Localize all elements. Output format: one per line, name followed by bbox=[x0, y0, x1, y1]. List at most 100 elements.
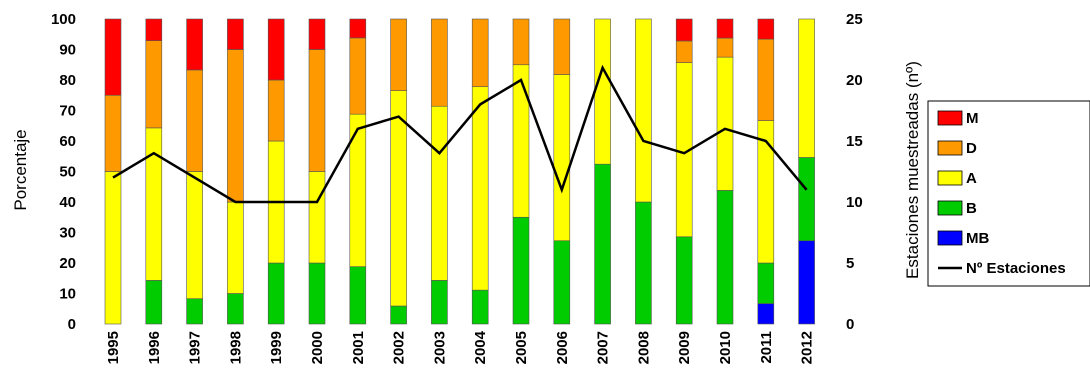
y-axis-title: Porcentaje bbox=[11, 129, 30, 210]
bar-segment-a-2012 bbox=[798, 18, 815, 158]
x-tick-label: 1999 bbox=[268, 331, 285, 364]
x-tick-label: 2002 bbox=[391, 331, 408, 364]
y-tick-label: 100 bbox=[51, 11, 76, 28]
legend-frame bbox=[927, 100, 1090, 287]
bar-segment-a-1995 bbox=[104, 171, 122, 325]
bar-segment-d-1999 bbox=[267, 79, 285, 142]
bar-segment-d-2010 bbox=[716, 37, 734, 58]
bar-segment-b-2012 bbox=[798, 157, 815, 242]
x-tick-label: 2007 bbox=[595, 331, 612, 364]
bar-segment-b-2009 bbox=[675, 236, 693, 325]
line-nº-estaciones bbox=[112, 64, 808, 204]
bar-segment-a-2004 bbox=[471, 86, 489, 291]
bar-segment-b-2006 bbox=[553, 240, 571, 325]
bar-segment-d-1996 bbox=[145, 40, 163, 129]
x-tick-label: 1995 bbox=[105, 331, 122, 364]
x-tick-label: 2010 bbox=[717, 331, 734, 364]
legend-label: MB bbox=[966, 230, 989, 247]
bar-segment-b-2004 bbox=[471, 289, 489, 325]
y-tick-label: 80 bbox=[59, 72, 76, 89]
bar-segment-m-2009 bbox=[675, 18, 693, 42]
x-axis-ticks: 1995 1996 1997 1998 1999 2000 2001 2002 2003 2004… bbox=[105, 330, 816, 364]
bar-segment-d-2002 bbox=[390, 18, 407, 91]
x-tick-label: 2011 bbox=[758, 331, 775, 364]
bar-segment-b-2000 bbox=[308, 262, 326, 325]
legend-label: D bbox=[966, 140, 977, 157]
bar-segment-d-1995 bbox=[104, 94, 122, 172]
bar-segment-m-1999 bbox=[267, 18, 285, 81]
x-tick-label: 2005 bbox=[513, 331, 530, 364]
bar-segment-b-1997 bbox=[186, 298, 203, 325]
y-tick-label: 70 bbox=[59, 103, 76, 120]
bar-segment-d-2009 bbox=[675, 40, 693, 63]
bar-segment-d-2003 bbox=[431, 18, 448, 107]
bar-segment-m-1995 bbox=[104, 18, 122, 96]
bar-segment-a-2005 bbox=[512, 64, 530, 218]
bar-segment-a-2008 bbox=[635, 18, 652, 203]
bar-segment-d-2004 bbox=[471, 18, 489, 88]
bar-segment-m-2001 bbox=[349, 18, 367, 39]
bar-segment-m-1996 bbox=[145, 18, 163, 41]
legend-label: M bbox=[966, 110, 979, 127]
bar-segment-a-2003 bbox=[431, 105, 448, 281]
bar-segment-b-2011 bbox=[757, 262, 775, 304]
y-tick-label: 90 bbox=[59, 42, 76, 59]
bar-segment-a-2007 bbox=[594, 18, 611, 165]
y2-tick-label: 5 bbox=[846, 255, 854, 272]
y-tick-label: 40 bbox=[59, 194, 76, 211]
x-tick-label: 1998 bbox=[227, 331, 244, 364]
bar-segment-b-2003 bbox=[431, 280, 448, 325]
bar-segment-m-1997 bbox=[186, 18, 203, 71]
left-axis-ticks: 0 10 20 30 40 50 60 70 80 90 100 bbox=[51, 11, 76, 333]
legend-swatch-mb bbox=[937, 230, 963, 246]
y2-tick-label: 15 bbox=[846, 133, 863, 150]
bar-segment-d-1997 bbox=[186, 69, 203, 172]
bar-segment-a-2000 bbox=[308, 171, 326, 264]
x-tick-label: 1997 bbox=[187, 331, 204, 364]
bar-segment-a-1997 bbox=[186, 171, 203, 299]
bar-segment-a-2006 bbox=[553, 74, 571, 242]
x-tick-label: 2003 bbox=[431, 331, 448, 364]
right-axis-ticks: 0 5 10 15 20 25 bbox=[846, 11, 863, 333]
y-tick-label: 50 bbox=[59, 164, 76, 181]
bar-segment-m-1998 bbox=[227, 18, 244, 50]
y-tick-label: 30 bbox=[59, 225, 76, 242]
bar-segment-mb-2011 bbox=[757, 303, 775, 325]
legend-swatch-d bbox=[937, 140, 963, 156]
bar-segment-b-1996 bbox=[145, 280, 163, 325]
x-tick-label: 1996 bbox=[146, 331, 163, 364]
x-tick-label: 2004 bbox=[472, 330, 489, 364]
bar-segment-m-2011 bbox=[757, 18, 775, 40]
bar-segment-a-2010 bbox=[716, 56, 734, 191]
stacked-bars bbox=[104, 18, 815, 325]
y2-tick-label: 20 bbox=[846, 72, 863, 89]
bar-segment-a-1998 bbox=[227, 201, 244, 294]
bar-segment-b-1998 bbox=[227, 293, 244, 325]
y-tick-label: 60 bbox=[59, 133, 76, 150]
legend-label: A bbox=[966, 170, 977, 187]
stations-line bbox=[112, 64, 808, 204]
x-tick-label: 2000 bbox=[309, 331, 326, 364]
bar-segment-d-2005 bbox=[512, 18, 530, 66]
x-tick-label: 2006 bbox=[554, 331, 571, 364]
x-tick-label: 2009 bbox=[676, 331, 693, 364]
y-tick-label: 10 bbox=[59, 286, 76, 303]
legend-label: Nº Estaciones bbox=[966, 260, 1066, 277]
bar-segment-b-2002 bbox=[390, 305, 407, 325]
bar-segment-b-2005 bbox=[512, 216, 530, 325]
legend-swatch-a bbox=[937, 170, 963, 186]
legend-swatch-b bbox=[937, 200, 963, 216]
bar-segment-d-2011 bbox=[757, 38, 775, 121]
bar-segment-b-1999 bbox=[267, 262, 285, 325]
y2-tick-label: 25 bbox=[846, 11, 863, 28]
y2-tick-label: 10 bbox=[846, 194, 863, 211]
legend-swatch-m bbox=[937, 110, 963, 126]
bar-segment-b-2010 bbox=[716, 190, 734, 325]
y-tick-label: 20 bbox=[59, 255, 76, 272]
bar-segment-d-1998 bbox=[227, 49, 244, 203]
bar-segment-b-2007 bbox=[594, 163, 611, 325]
bar-segment-a-1996 bbox=[145, 127, 163, 281]
y-tick-label: 0 bbox=[68, 316, 76, 333]
bar-segment-m-2000 bbox=[308, 18, 326, 50]
